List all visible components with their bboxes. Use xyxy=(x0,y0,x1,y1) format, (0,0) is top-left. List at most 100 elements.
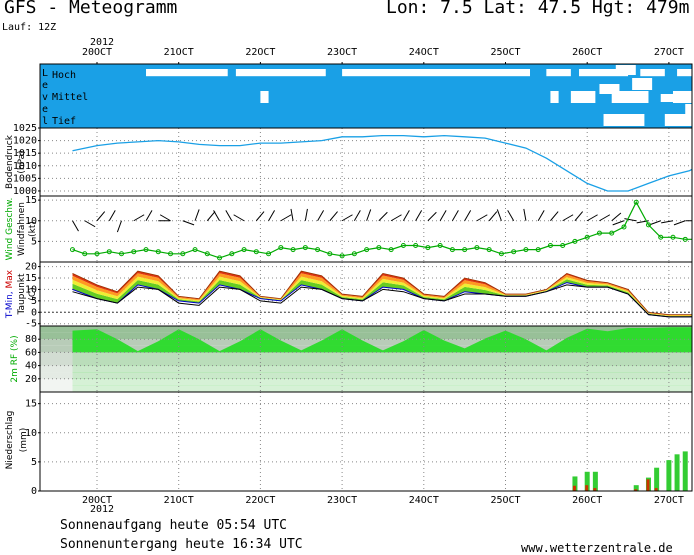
cloud-cell-extra xyxy=(599,84,619,94)
y-tick-label: 80 xyxy=(25,334,37,345)
pressure-unit-label: (hPa) xyxy=(17,150,27,173)
wind-barb xyxy=(379,212,387,220)
wind-barb xyxy=(416,210,422,220)
humidity-fade-band xyxy=(40,379,692,386)
wind-barb xyxy=(234,215,244,221)
day-label-top: 25OCT xyxy=(490,47,520,58)
wind-barb xyxy=(661,221,673,223)
day-label-bottom: 27OCT xyxy=(654,495,684,506)
cloud-cell-hoch xyxy=(236,69,326,76)
wind-unit-label: (kt) xyxy=(28,221,38,237)
day-label-top: 27OCT xyxy=(654,47,684,58)
day-label-bottom: 26OCT xyxy=(572,495,602,506)
wind-barb xyxy=(183,221,194,225)
cloud-cell-hoch xyxy=(146,69,228,76)
wind-barb xyxy=(403,210,409,220)
wind-barb xyxy=(508,210,514,220)
wind-barb xyxy=(109,210,115,220)
day-label-bottom: 20OCT xyxy=(82,495,112,506)
precip-total-bar xyxy=(675,454,680,491)
wind-barb xyxy=(452,210,458,220)
wind-barb xyxy=(489,212,497,221)
wind-barb xyxy=(354,210,360,220)
wind-barb xyxy=(97,212,105,221)
wind-barb xyxy=(538,210,544,220)
day-label-top: 26OCT xyxy=(572,47,602,58)
wind-barb xyxy=(465,210,471,220)
humidity-axis-label: 2m RF (%) xyxy=(10,335,20,382)
cloud-level-axis-letter: v xyxy=(42,92,48,103)
wind-barb xyxy=(563,215,573,221)
humidity-fade-band xyxy=(40,352,692,359)
wind-barb xyxy=(195,209,199,220)
cloud-cell-extra xyxy=(685,104,694,114)
day-label-bottom: 24OCT xyxy=(409,495,439,506)
pressure-axis-label: Bodendruck xyxy=(5,134,15,189)
y-tick-label: 60 xyxy=(25,347,37,358)
wind-barb xyxy=(550,212,558,221)
day-label-bottom: 25OCT xyxy=(490,495,520,506)
day-label-bottom: 22OCT xyxy=(245,495,275,506)
wind-barb xyxy=(281,215,291,221)
wind-barb xyxy=(440,210,446,220)
wind-barb xyxy=(613,221,624,225)
wind-barb xyxy=(72,221,78,231)
cloud-cell-extra xyxy=(632,78,652,90)
cloud-level-axis-letter: l xyxy=(42,116,48,127)
cloud-cell-extra xyxy=(661,94,681,102)
day-label-bottom: 23OCT xyxy=(327,495,357,506)
cloud-cell-tief xyxy=(604,114,645,126)
cloud-level-axis-letter: L xyxy=(42,68,48,79)
panel-frame xyxy=(40,196,692,262)
precip-convective-bar xyxy=(573,486,576,491)
precip-total-bar xyxy=(683,451,688,491)
y-tick-label: 20 xyxy=(25,262,37,273)
day-label-top: 22OCT xyxy=(245,47,275,58)
wind-barb-label: Windfahnen xyxy=(17,202,27,256)
sunset-text: Sonnenuntergang heute 16:34 UTC xyxy=(60,537,303,552)
cloud-cell-tief xyxy=(665,114,692,126)
wind-barb xyxy=(160,215,170,221)
humidity-fade-band xyxy=(40,372,692,379)
cloud-panel-label: Wolken (%) xyxy=(16,71,26,122)
cloud-cell-hoch xyxy=(546,69,571,76)
wind-barb xyxy=(146,210,152,220)
day-label-top: 20OCT xyxy=(82,47,112,58)
sunrise-text: Sonnenaufgang heute 05:54 UTC xyxy=(60,518,287,533)
cloud-cell-mittel xyxy=(571,91,596,103)
dewpoint-axis-label: Taupunkt xyxy=(17,273,27,316)
temperature-axis-label: T-Min, Max xyxy=(5,269,15,319)
day-label-top: 23OCT xyxy=(327,47,357,58)
wind-barb xyxy=(477,215,487,221)
wind-barb xyxy=(649,221,660,225)
y-tick-label: 5 xyxy=(31,236,37,247)
wind-barb xyxy=(318,210,324,220)
wind-barb xyxy=(226,210,232,220)
y-tick-label: 0 xyxy=(31,307,37,318)
pressure-line xyxy=(73,136,694,191)
cloud-cell-hoch xyxy=(640,69,665,76)
cloud-cell-hoch xyxy=(677,69,692,76)
y-tick-label: -5 xyxy=(25,319,37,330)
wind-barb xyxy=(497,209,501,220)
wind-barb xyxy=(207,212,215,221)
temperature-label-max: Max xyxy=(5,269,15,288)
wind-barb xyxy=(624,219,636,221)
wind-barb xyxy=(524,209,526,221)
wind-barb xyxy=(428,212,436,220)
wind-barb xyxy=(214,210,220,220)
wind-barb xyxy=(575,212,583,221)
wind-barb xyxy=(599,215,609,221)
cloud-level-label: Hoch xyxy=(52,70,76,81)
cloud-cell-mittel xyxy=(550,91,558,103)
humidity-fade-band xyxy=(40,385,692,392)
y-tick-label: 1025 xyxy=(13,123,37,134)
precip-axis-label: Niederschlag xyxy=(5,411,15,470)
cloud-level-axis-letter: e xyxy=(42,104,48,115)
cloud-cell-mittel xyxy=(260,91,268,103)
wind-barb xyxy=(305,209,307,221)
humidity-fade-band xyxy=(40,359,692,366)
cloud-level-label: Tief xyxy=(52,116,76,127)
y-tick-label: 15 xyxy=(25,399,37,410)
